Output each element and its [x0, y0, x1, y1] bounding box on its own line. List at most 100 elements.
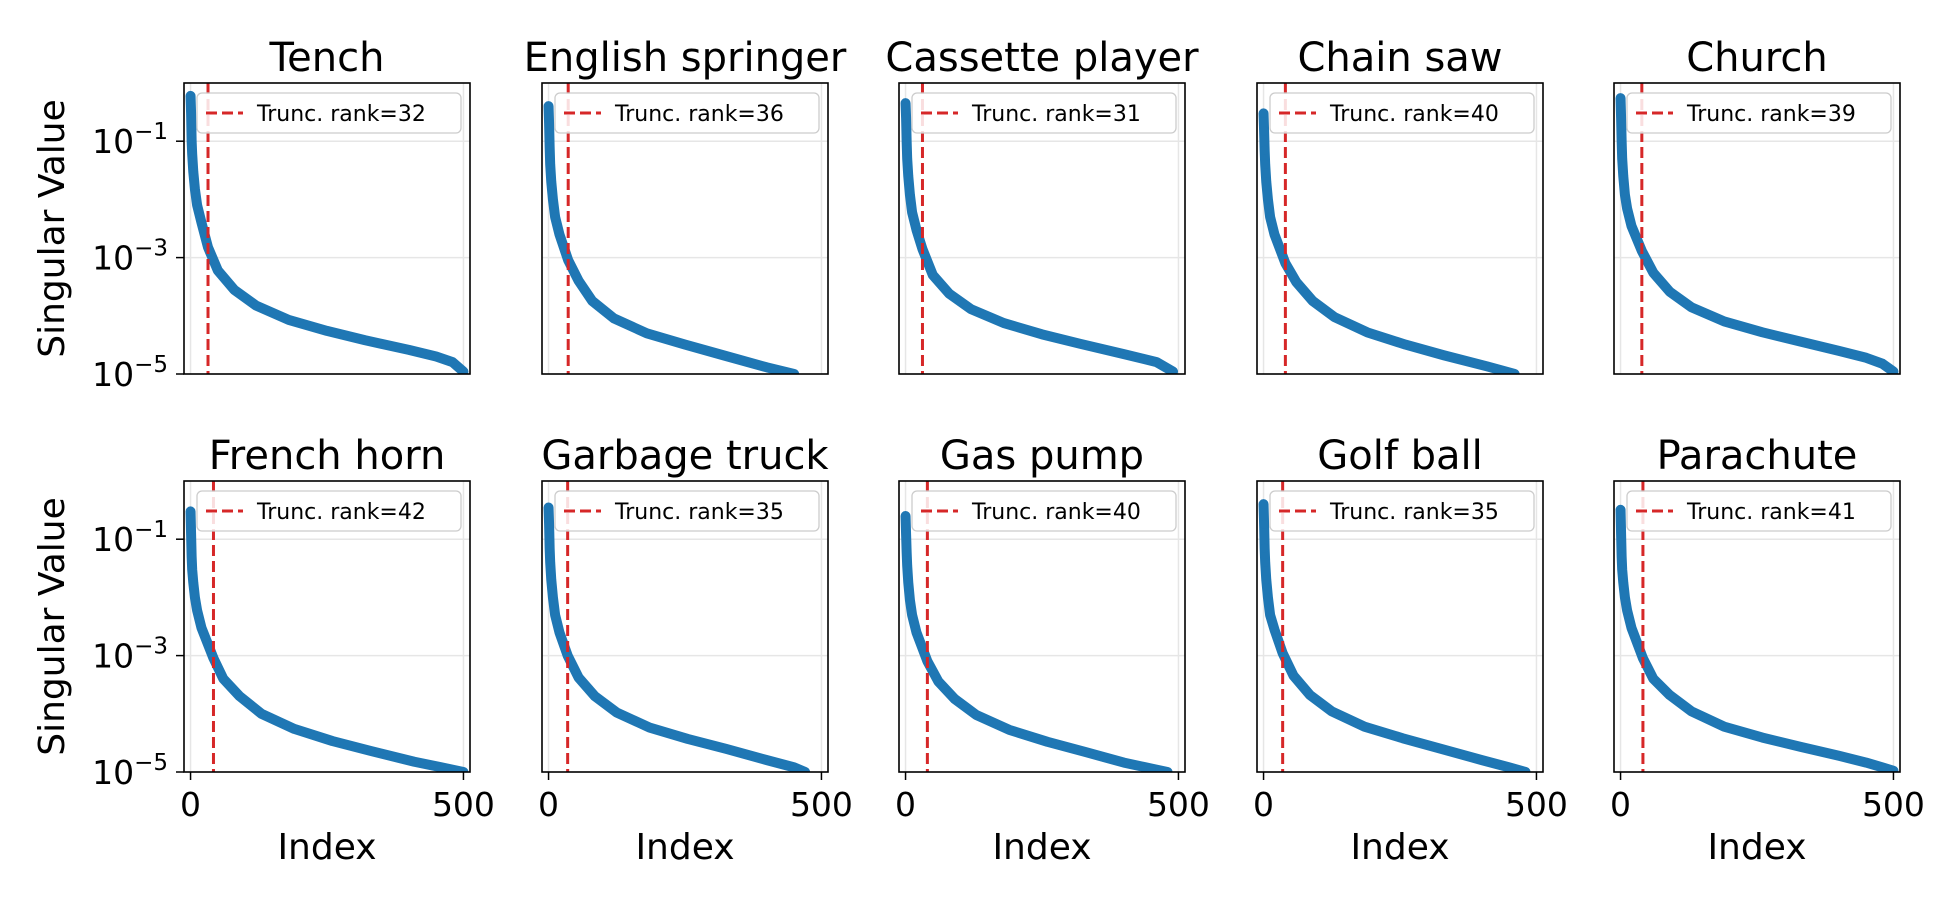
subplot-english-springer: English springer Trunc. rank=36 — [524, 35, 847, 375]
data-point — [187, 565, 197, 575]
subplot-title: Church — [1686, 35, 1828, 81]
data-point — [554, 627, 564, 637]
data-point — [642, 328, 652, 338]
data-point — [563, 651, 573, 661]
data-point — [235, 691, 245, 701]
data-point — [550, 212, 560, 222]
data-point — [1327, 706, 1337, 716]
data-point — [1263, 592, 1273, 602]
axes-frame — [1256, 480, 1544, 773]
data-point — [1616, 93, 1626, 103]
data-point — [950, 694, 960, 704]
subplot-chain-saw: Chain saw Trunc. rank=40 — [1256, 35, 1544, 375]
data-point — [587, 296, 597, 306]
x-tick-label: 0 — [538, 785, 559, 824]
data-point — [1618, 171, 1628, 181]
legend-label: Trunc. rank=42 — [256, 500, 426, 525]
legend-label: Trunc. rank=32 — [256, 102, 426, 127]
legend-box — [1269, 92, 1535, 134]
x-tick-label: 500 — [1147, 785, 1210, 824]
legend-box — [1269, 490, 1535, 532]
legend-label: Trunc. rank=41 — [1686, 500, 1856, 525]
data-point — [905, 190, 915, 200]
data-point — [187, 136, 197, 146]
legend: Trunc. rank=40 — [1269, 92, 1535, 134]
subplot-gas-pump: Gas pump Trunc. rank=40 0 500 Index — [895, 433, 1210, 868]
axes-frame — [541, 480, 829, 773]
legend: Trunc. rank=32 — [196, 92, 462, 134]
data-point — [1278, 648, 1288, 658]
legend: Trunc. rank=35 — [554, 490, 820, 532]
x-axis-label: Index — [1350, 827, 1449, 868]
data-point — [1796, 337, 1806, 347]
legend-box — [1626, 490, 1892, 532]
x-tick-label: 500 — [1505, 785, 1568, 824]
data-point — [901, 530, 911, 540]
data-point — [1616, 113, 1626, 123]
subplot-golf-ball: Golf ball Trunc. rank=35 0 500 Index — [1253, 433, 1568, 868]
data-point — [1617, 565, 1627, 575]
data-point — [188, 167, 198, 177]
data-point — [546, 575, 556, 585]
legend-box — [196, 490, 462, 532]
y-tick-label: 10−5 — [92, 750, 168, 792]
y-tick-label: 10−3 — [92, 634, 168, 676]
data-point — [188, 578, 198, 588]
data-point — [762, 362, 772, 372]
data-point — [196, 218, 206, 228]
axes-frame — [898, 82, 1186, 375]
data-point — [548, 194, 558, 204]
data-point — [1081, 747, 1091, 757]
subplot-title: English springer — [524, 35, 847, 81]
data-point — [1617, 552, 1627, 562]
data-point — [229, 285, 239, 295]
subplot-title: Chain saw — [1297, 35, 1502, 81]
data-point — [1265, 212, 1275, 222]
data-point — [1439, 350, 1449, 360]
data-point — [1617, 136, 1627, 146]
data-point — [609, 313, 619, 323]
data-point — [1521, 767, 1531, 772]
x-tick-label: 500 — [1862, 785, 1925, 824]
data-point — [289, 724, 299, 734]
data-point — [1626, 221, 1636, 231]
data-point — [1888, 766, 1898, 772]
data-point — [192, 605, 202, 615]
axes-frame — [898, 480, 1186, 773]
data-point — [1665, 287, 1675, 297]
axes-frame — [1256, 82, 1544, 375]
singular-value-series — [1615, 93, 1899, 374]
y-axis-label: Singular Value — [32, 497, 73, 756]
legend: Trunc. rank=35 — [1269, 490, 1535, 532]
data-point — [999, 318, 1009, 328]
data-point — [718, 350, 728, 360]
data-point — [1259, 108, 1269, 118]
data-point — [218, 674, 228, 684]
axes-frame — [1613, 82, 1901, 375]
subplot-title: Golf ball — [1317, 433, 1483, 479]
subplot-title: Tench — [269, 35, 385, 81]
data-point — [1648, 674, 1658, 684]
data-point — [1616, 505, 1626, 515]
data-point — [1146, 763, 1156, 772]
data-point — [1269, 625, 1279, 635]
data-point — [966, 304, 976, 314]
subplot-french-horn: French horn Trunc. rank=42 10−1 10−3 10−5 0 50… — [32, 433, 495, 868]
data-point — [1261, 575, 1271, 585]
data-point — [545, 159, 555, 169]
y-axis-label: Singular Value — [32, 99, 73, 358]
data-point — [1330, 312, 1340, 322]
data-point — [1362, 327, 1372, 337]
data-point — [1719, 316, 1729, 326]
data-point — [683, 734, 693, 744]
data-point — [1263, 194, 1273, 204]
data-point — [1617, 154, 1627, 164]
data-point — [1665, 690, 1675, 700]
singular-value-series — [1258, 499, 1531, 772]
data-point — [554, 229, 564, 239]
data-point — [1622, 203, 1632, 213]
subplot-title: Parachute — [1657, 433, 1858, 479]
data-point — [190, 592, 200, 602]
axes-frame — [183, 480, 471, 773]
data-point — [1360, 722, 1370, 732]
